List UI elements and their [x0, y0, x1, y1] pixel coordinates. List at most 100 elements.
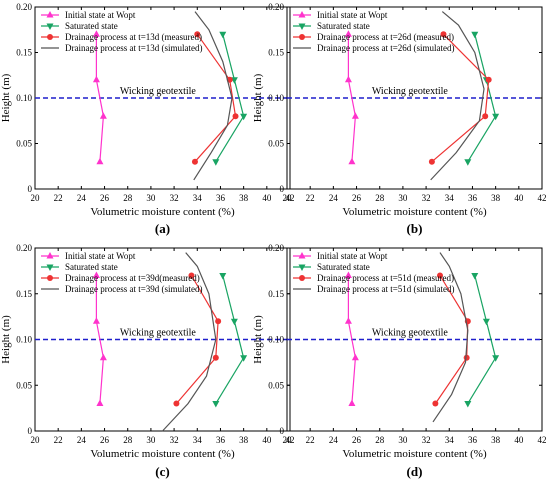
x-tick-label: 22	[306, 435, 315, 445]
legend-label: Saturated state	[65, 262, 118, 272]
x-tick-label: 28	[123, 435, 133, 445]
legend-label: Drainage process at t=39d(measured)	[65, 273, 200, 283]
x-axis-title: Volumetric moisture content (%)	[90, 206, 235, 218]
series-line	[347, 34, 357, 162]
y-tick-label: 0.15	[16, 289, 32, 299]
series-line	[347, 275, 357, 404]
y-tick-label: 0	[28, 184, 33, 194]
legend-label: Initial state at Wopt	[65, 10, 136, 20]
legend-marker	[47, 275, 53, 281]
legend-marker	[298, 252, 306, 259]
x-tick-label: 36	[216, 435, 226, 445]
series-line	[162, 252, 217, 432]
y-tick-label: 0.15	[268, 48, 284, 58]
data-point	[428, 158, 435, 165]
legend-label: Saturated state	[317, 262, 370, 272]
legend-marker	[46, 264, 54, 271]
x-tick-label: 36	[216, 193, 226, 203]
series-1	[344, 271, 359, 407]
y-tick-label: 0.20	[268, 243, 284, 253]
data-point	[92, 317, 100, 324]
data-point	[464, 401, 472, 408]
x-tick-label: 20	[283, 435, 293, 445]
series-1	[92, 271, 107, 407]
panel-label: (d)	[407, 464, 423, 479]
legend-label: Saturated state	[65, 21, 118, 31]
y-axis-title: Height (m)	[0, 315, 12, 364]
x-tick-label: 26	[100, 435, 110, 445]
x-tick-label: 42	[538, 193, 547, 203]
data-point	[188, 272, 195, 279]
y-axis-title: Height (m)	[252, 315, 264, 364]
x-axis-title: Volumetric moisture content (%)	[342, 448, 487, 460]
x-tick-label: 20	[283, 193, 293, 203]
data-point	[471, 272, 479, 280]
geotextile-annotation: Wicking geotextile	[372, 86, 449, 97]
data-point	[212, 401, 220, 408]
geotextile-annotation: Wicking geotextile	[120, 328, 197, 339]
data-point	[471, 31, 479, 39]
y-tick-label: 0.10	[16, 93, 32, 103]
data-point	[96, 157, 104, 165]
x-tick-label: 38	[239, 193, 249, 203]
data-point	[173, 400, 180, 407]
x-axis-title: Volumetric moisture content (%)	[342, 206, 487, 218]
x-tick-label: 42	[286, 435, 295, 445]
data-point	[92, 30, 100, 37]
series-line	[95, 275, 105, 404]
x-tick-label: 24	[77, 193, 87, 203]
legend-marker	[299, 275, 305, 281]
legend-marker	[298, 11, 306, 18]
data-point	[212, 159, 220, 166]
legend-label: Drainage process at t=13d (simulated)	[65, 43, 203, 53]
series-line	[175, 275, 219, 404]
x-tick-label: 40	[262, 435, 272, 445]
y-tick-label: 0.10	[268, 335, 284, 345]
y-tick-label: 0.05	[268, 139, 284, 149]
data-point	[482, 113, 489, 120]
data-point	[92, 271, 100, 278]
series-line	[193, 11, 233, 181]
series-2	[212, 272, 248, 408]
data-point	[437, 272, 443, 279]
data-point	[194, 31, 201, 38]
x-tick-label: 32	[422, 435, 431, 445]
data-point	[344, 271, 352, 278]
x-tick-label: 24	[77, 435, 87, 445]
y-tick-label: 0	[28, 426, 33, 436]
data-point	[219, 31, 227, 39]
legend-marker	[46, 252, 54, 259]
data-point	[212, 354, 219, 361]
x-tick-label: 20	[31, 193, 41, 203]
data-point	[96, 399, 104, 407]
x-tick-label: 34	[193, 435, 203, 445]
x-tick-label: 32	[170, 435, 179, 445]
y-tick-label: 0.05	[16, 139, 32, 149]
y-tick-label: 0.05	[16, 380, 32, 390]
x-tick-label: 42	[286, 193, 295, 203]
y-axis-title: Height (m)	[0, 73, 12, 122]
y-tick-label: 0	[280, 184, 285, 194]
legend-label: Drainage process at t=51d (measured)	[317, 273, 454, 283]
legend-label: Drainage process at t=51d (simulated)	[317, 284, 455, 294]
x-tick-label: 34	[193, 193, 203, 203]
data-point	[482, 318, 490, 326]
x-tick-label: 22	[54, 435, 63, 445]
x-tick-label: 38	[491, 193, 501, 203]
x-tick-label: 32	[422, 193, 431, 203]
series-1	[92, 30, 107, 165]
series-line	[430, 11, 485, 181]
x-tick-label: 26	[352, 435, 362, 445]
y-tick-label: 0	[280, 426, 285, 436]
x-tick-label: 40	[514, 193, 524, 203]
legend-label: Initial state at Wopt	[317, 251, 388, 261]
series-line	[215, 34, 245, 163]
y-tick-label: 0.20	[16, 2, 32, 12]
series-4	[193, 11, 233, 181]
data-point	[232, 113, 239, 120]
legend-label: Saturated state	[317, 21, 370, 31]
